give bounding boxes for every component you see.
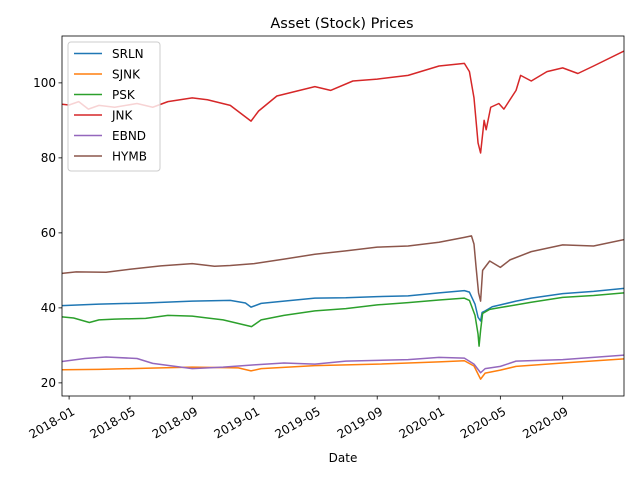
legend: SRLN SJNK PSK JNK EBND HYMB	[67, 41, 161, 172]
series-line-srln	[62, 287, 624, 322]
legend-label-hymb: HYMB	[112, 149, 147, 163]
legend-label-sjnk: SJNK	[112, 67, 141, 81]
plot-frame	[61, 35, 625, 397]
y-tick-label: 80	[41, 151, 56, 165]
legend-label-ebnd: EBND	[112, 129, 146, 143]
series-line-ebnd	[62, 354, 624, 374]
series-line-hymb	[62, 235, 624, 302]
y-axis: 20 40 60 80 100	[33, 76, 62, 390]
y-tick-label: 40	[41, 301, 56, 315]
y-tick-label: 60	[41, 226, 56, 240]
series-line-psk	[62, 292, 624, 347]
legend-label-psk: PSK	[112, 88, 136, 102]
y-tick-label: 100	[33, 76, 56, 90]
legend-label-jnk: JNK	[111, 108, 134, 122]
chart-title: Asset (Stock) Prices	[270, 16, 413, 32]
x-axis-label: Date	[329, 451, 358, 465]
legend-label-srln: SRLN	[112, 47, 144, 61]
y-tick-label: 20	[41, 376, 56, 390]
